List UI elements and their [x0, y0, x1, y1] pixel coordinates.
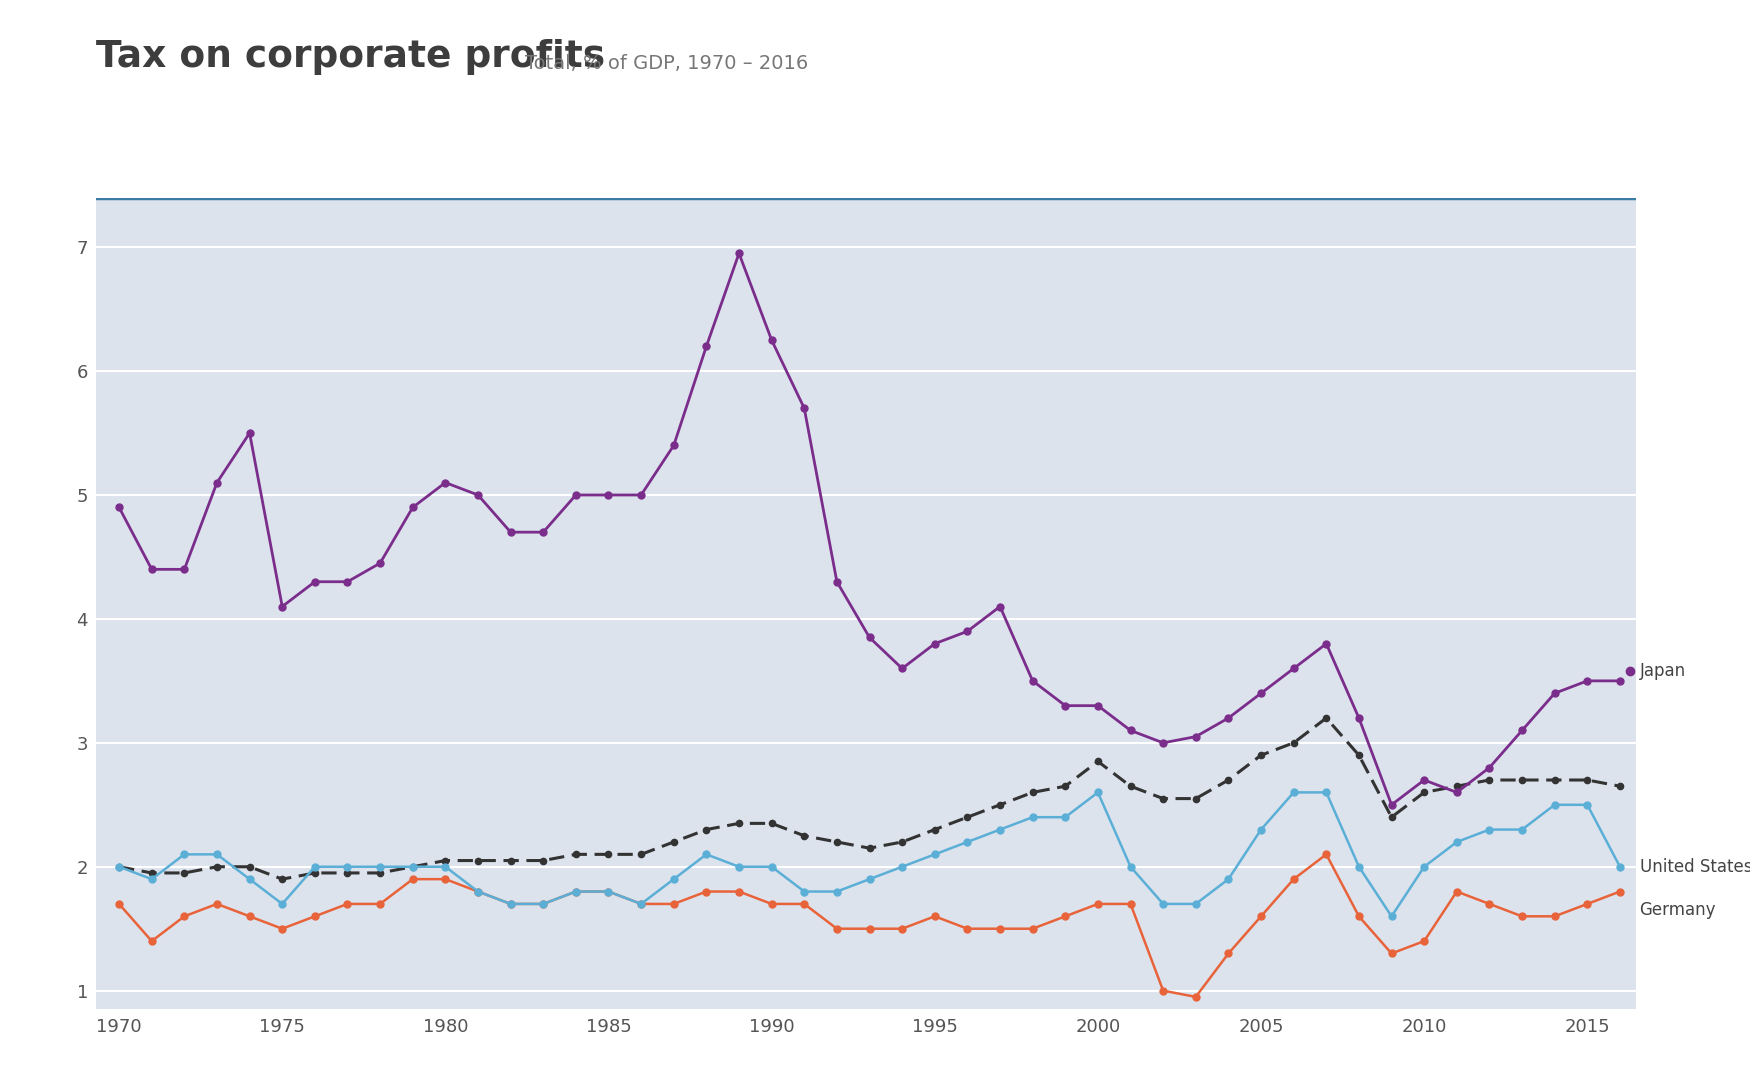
Text: Tax on corporate profits: Tax on corporate profits: [96, 38, 606, 75]
Text: Germany: Germany: [1640, 901, 1717, 920]
Text: Total, % of GDP, 1970 – 2016: Total, % of GDP, 1970 – 2016: [525, 53, 808, 73]
Text: United States: United States: [1640, 858, 1750, 876]
Text: Japan: Japan: [1640, 662, 1685, 680]
